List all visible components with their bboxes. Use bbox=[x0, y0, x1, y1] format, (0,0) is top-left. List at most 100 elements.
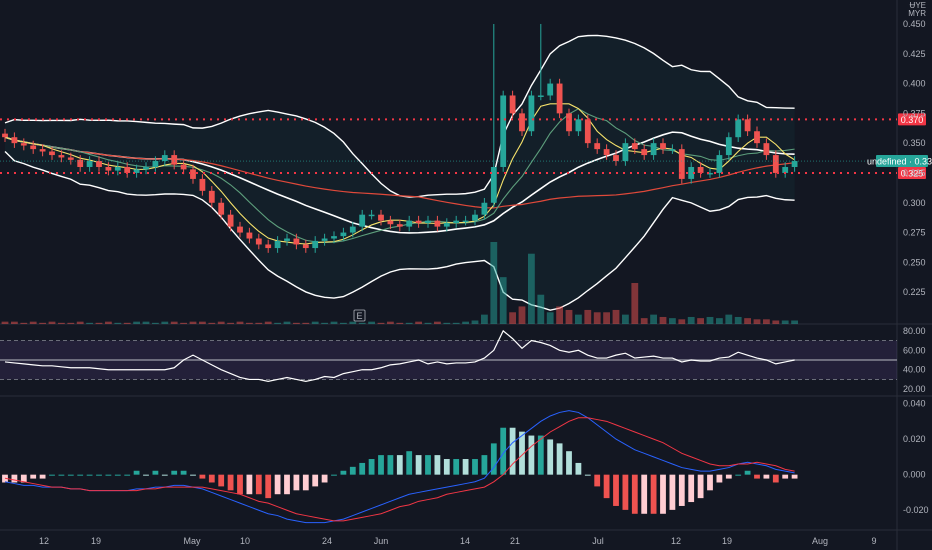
macd-histogram-bar bbox=[77, 474, 84, 476]
candle-body bbox=[227, 214, 234, 227]
macd-histogram-bar bbox=[425, 455, 431, 475]
candle-body bbox=[86, 161, 93, 167]
volume-bar bbox=[217, 321, 225, 324]
time-tick-label: Aug bbox=[812, 536, 828, 546]
candle-body bbox=[462, 220, 469, 223]
time-tick-label: 24 bbox=[322, 536, 332, 546]
macd-histogram-bar bbox=[613, 474, 619, 506]
event-marker-label: E bbox=[356, 311, 362, 321]
price-level-tag bbox=[898, 166, 926, 179]
volume-bar bbox=[283, 321, 291, 324]
macd-histogram-bar bbox=[114, 474, 121, 476]
macd-histogram-bar bbox=[650, 474, 657, 514]
macd-histogram-bar bbox=[30, 474, 37, 479]
price-level-label: 0.370 bbox=[901, 115, 924, 125]
macd-histogram-bar bbox=[86, 474, 93, 476]
rsi-tick-label: 80.00 bbox=[903, 326, 926, 336]
volume-bar bbox=[199, 321, 206, 324]
macd-histogram-bar bbox=[754, 474, 760, 479]
time-tick-label: May bbox=[183, 536, 201, 546]
candle-body bbox=[124, 167, 131, 173]
macd-histogram-bar bbox=[631, 474, 638, 514]
candle-body bbox=[406, 220, 413, 227]
candle-body bbox=[594, 143, 601, 150]
macd-signal-line bbox=[4, 417, 795, 522]
volume-bar bbox=[471, 320, 479, 324]
candle-body bbox=[443, 223, 450, 227]
volume-bar bbox=[180, 322, 187, 324]
volume-bar bbox=[499, 277, 507, 324]
time-tick-label: 19 bbox=[91, 536, 101, 546]
volume-bar bbox=[321, 322, 328, 324]
candle-body bbox=[528, 95, 535, 132]
volume-bar bbox=[246, 322, 253, 324]
candle-body bbox=[321, 238, 328, 241]
macd-histogram-bar bbox=[575, 462, 582, 475]
candle-body bbox=[387, 220, 394, 225]
macd-histogram-bar bbox=[519, 431, 525, 475]
macd-histogram-bar bbox=[697, 474, 704, 499]
candle-body bbox=[171, 155, 178, 165]
macd-histogram-bar bbox=[284, 474, 290, 495]
time-tick-label: Jul bbox=[592, 536, 604, 546]
last-price-label: undefined · 0.335 bbox=[867, 157, 932, 167]
macd-histogram-bar bbox=[622, 474, 629, 510]
volume-bar bbox=[255, 322, 263, 324]
macd-histogram-bar bbox=[566, 451, 572, 475]
candle-body bbox=[20, 143, 27, 146]
candle-body bbox=[105, 167, 112, 171]
candle-body bbox=[697, 167, 704, 173]
price-tick-label: 0.300 bbox=[903, 198, 926, 208]
candle-body bbox=[199, 178, 206, 191]
candle-body bbox=[566, 113, 572, 132]
volume-bar bbox=[236, 321, 244, 324]
candle-body bbox=[49, 151, 55, 156]
macd-histogram-bar bbox=[791, 474, 798, 479]
volume-bar bbox=[593, 312, 601, 324]
candle-body bbox=[237, 226, 243, 233]
volume-bar bbox=[518, 306, 526, 324]
volume-bar bbox=[161, 321, 169, 324]
candle-body bbox=[744, 119, 751, 132]
macd-histogram-bar bbox=[96, 474, 102, 476]
volume-bar bbox=[76, 321, 84, 324]
candle-body bbox=[218, 202, 225, 215]
macd-histogram-bar bbox=[406, 451, 413, 475]
macd-histogram-bar bbox=[218, 474, 225, 487]
macd-histogram-bar bbox=[133, 470, 140, 475]
macd-tick-label: 0.020 bbox=[903, 434, 926, 444]
macd-histogram-bar bbox=[744, 470, 751, 475]
candle-body bbox=[782, 167, 789, 173]
rsi-pane: 80.00 60.00 40.00 20.00 bbox=[0, 326, 926, 394]
macd-pane: 0.040 0.020 0.000 -0.020 bbox=[2, 399, 929, 524]
candle-body bbox=[415, 220, 422, 224]
candle-body bbox=[39, 149, 46, 152]
macd-histogram-bar bbox=[660, 474, 666, 514]
volume-bar bbox=[39, 322, 46, 324]
last-price-tag bbox=[876, 155, 928, 168]
macd-histogram-bar bbox=[415, 455, 422, 475]
volume-bar bbox=[631, 283, 639, 324]
candle-body bbox=[208, 190, 215, 203]
candle-body bbox=[77, 159, 84, 167]
candle-body bbox=[274, 240, 281, 249]
volume-bar bbox=[396, 322, 404, 324]
volume-bar bbox=[189, 321, 197, 324]
volume-bar bbox=[368, 321, 375, 324]
macd-histogram-bar bbox=[368, 459, 375, 475]
time-tick-label: 14 bbox=[460, 536, 470, 546]
macd-histogram-bar bbox=[39, 474, 46, 479]
volume-bar bbox=[227, 322, 234, 324]
candle-body bbox=[312, 240, 319, 249]
macd-histogram-bar bbox=[190, 474, 196, 476]
candle-body bbox=[791, 161, 798, 167]
volume-bar bbox=[95, 322, 103, 324]
volume-bar bbox=[264, 321, 272, 324]
volume-bar bbox=[377, 322, 385, 324]
candle-body bbox=[359, 214, 366, 227]
volume-bar bbox=[405, 322, 413, 324]
price-level-label: 0.325 bbox=[901, 168, 924, 178]
time-tick-label: 12 bbox=[39, 536, 49, 546]
volume-bar bbox=[293, 322, 300, 324]
